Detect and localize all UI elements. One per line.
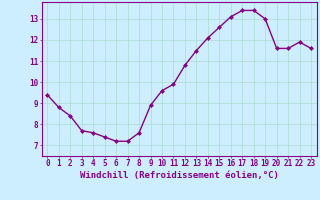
X-axis label: Windchill (Refroidissement éolien,°C): Windchill (Refroidissement éolien,°C) (80, 171, 279, 180)
